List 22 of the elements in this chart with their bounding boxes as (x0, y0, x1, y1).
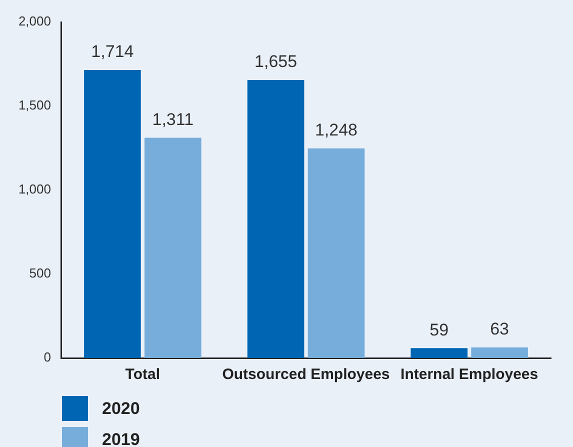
y-tick-label: 1,000 (18, 182, 51, 197)
y-tick-label: 1,500 (18, 98, 51, 113)
x-tick-label: Total (125, 366, 160, 384)
bar (410, 348, 468, 358)
data-label: 1,714 (91, 42, 134, 62)
data-label: 1,248 (314, 120, 358, 140)
bar (144, 138, 202, 358)
bar (247, 80, 304, 358)
y-tick-label: 2,000 (18, 14, 51, 29)
bar (308, 148, 365, 358)
data-label: 63 (490, 320, 510, 339)
legend-label: 2019 (102, 430, 140, 447)
data-label: 1,655 (254, 52, 298, 72)
legend-label: 2020 (102, 398, 140, 418)
x-tick-label: Internal Employees (400, 366, 538, 384)
x-tick-label: Outsourced Employees (222, 366, 390, 384)
data-label: 1,311 (152, 110, 194, 129)
bar (471, 347, 528, 358)
y-tick-label: 0 (44, 350, 51, 365)
bar (84, 70, 141, 358)
data-label: 59 (430, 320, 449, 340)
y-tick-label: 500 (29, 266, 51, 281)
